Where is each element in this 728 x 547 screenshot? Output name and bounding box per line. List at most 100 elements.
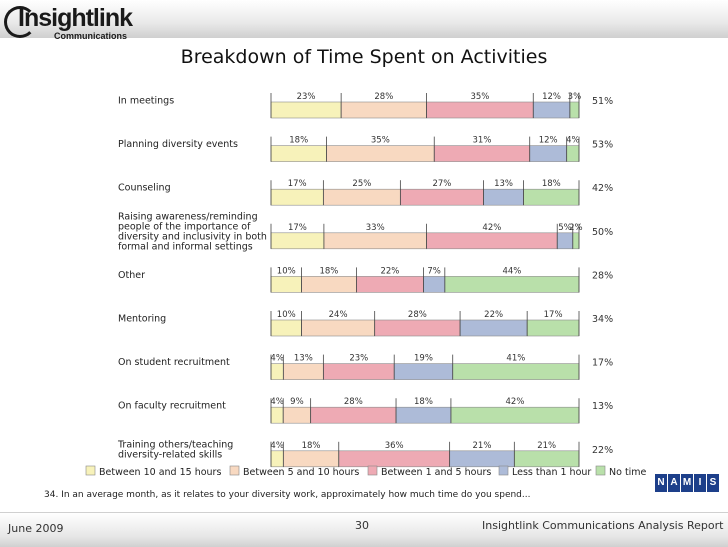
bar-segment xyxy=(283,363,324,380)
data-label: 31% xyxy=(473,136,492,146)
chart-title: Breakdown of Time Spent on Activities xyxy=(180,46,548,68)
data-label: 18% xyxy=(302,441,321,451)
bar-segment xyxy=(532,101,571,119)
no-time-total-label: 13% xyxy=(592,401,613,412)
bar-segment xyxy=(433,145,531,162)
data-label: 25% xyxy=(352,179,371,189)
bar-segment xyxy=(338,450,450,468)
data-label: 4% xyxy=(270,441,284,451)
legend-swatch xyxy=(229,465,240,476)
data-label: 41% xyxy=(506,354,525,364)
insightlink-logo: Insightlink Communications xyxy=(4,2,134,48)
no-time-total-label: 42% xyxy=(592,183,613,194)
data-label: 5% xyxy=(558,223,572,233)
data-label: 13% xyxy=(294,354,313,364)
legend-swatch xyxy=(498,465,509,476)
logo-sub: Communications xyxy=(54,31,128,41)
bar-segment xyxy=(526,319,580,337)
bar-segment xyxy=(393,363,454,380)
data-label: 4% xyxy=(270,397,284,407)
bar-segment xyxy=(270,101,342,119)
data-label: 10% xyxy=(277,266,296,276)
category-label: Training others/teaching xyxy=(117,439,233,450)
bar-segment xyxy=(444,276,580,293)
data-label: 17% xyxy=(288,223,307,233)
bar-segment xyxy=(483,188,524,206)
bar-segment xyxy=(283,450,340,468)
bar-segment xyxy=(270,276,302,293)
data-label: 18% xyxy=(319,266,338,276)
data-label: 2% xyxy=(569,223,583,233)
category-label: Mentoring xyxy=(118,314,166,325)
data-label: 19% xyxy=(414,354,433,364)
bar-segment xyxy=(282,406,311,424)
data-label: 35% xyxy=(371,136,390,146)
bar-segment xyxy=(395,406,452,424)
no-time-total-label: 22% xyxy=(592,445,613,456)
data-label: 23% xyxy=(349,354,368,364)
data-label: 42% xyxy=(482,223,501,233)
category-label: diversity-related skills xyxy=(118,449,222,460)
data-label: 28% xyxy=(344,397,363,407)
category-label: Counseling xyxy=(118,183,171,194)
bar-segment xyxy=(572,232,580,250)
bar-segment xyxy=(569,101,580,119)
bar-segment xyxy=(556,232,574,250)
data-label: 18% xyxy=(414,397,433,407)
legend-swatch xyxy=(595,465,606,476)
data-label: 3% xyxy=(568,92,582,102)
bar-segment xyxy=(400,188,484,206)
data-label: 28% xyxy=(408,310,427,320)
no-time-total-label: 34% xyxy=(592,314,613,325)
bar-segment xyxy=(374,319,461,337)
footer-report-name: Insightlink Communications Analysis Repo… xyxy=(482,519,724,532)
bar-segment xyxy=(452,363,580,380)
nami-letter: A xyxy=(668,474,680,492)
category-label: diversity and inclusivity in both xyxy=(118,231,267,242)
bar-segment xyxy=(323,232,427,250)
bar-segment xyxy=(566,145,580,162)
logo-word: Insightlink xyxy=(18,4,133,32)
data-label: 36% xyxy=(385,441,404,451)
bar-segment xyxy=(449,450,515,468)
bar-segment xyxy=(523,188,580,206)
nami-letter: M xyxy=(681,474,693,492)
data-label: 18% xyxy=(542,179,561,189)
bar-segment xyxy=(301,319,375,337)
bar-segment xyxy=(323,188,401,206)
bar-segment xyxy=(426,232,558,250)
data-label: 23% xyxy=(297,92,316,102)
category-label: Planning diversity events xyxy=(118,139,238,150)
data-label: 44% xyxy=(502,266,521,276)
logo-ring-icon xyxy=(4,6,36,38)
no-time-total-label: 53% xyxy=(592,140,613,151)
legend-label: Between 10 and 15 hours xyxy=(99,467,221,478)
footer-bar xyxy=(0,512,728,547)
data-label: 42% xyxy=(506,397,525,407)
bar-segment xyxy=(356,276,424,293)
data-label: 9% xyxy=(290,397,304,407)
legend-label: Between 5 and 10 hours xyxy=(243,467,359,478)
nami-letter: I xyxy=(694,474,706,492)
legend-swatch xyxy=(85,465,96,476)
category-label: formal and informal settings xyxy=(118,241,253,252)
no-time-total-label: 51% xyxy=(592,96,613,107)
no-time-total-label: 50% xyxy=(592,227,613,238)
data-label: 12% xyxy=(539,136,558,146)
data-label: 4% xyxy=(270,354,284,364)
nami-letter: N xyxy=(655,474,667,492)
category-label: Other xyxy=(118,270,145,281)
footer-page-number: 30 xyxy=(355,519,369,532)
bar-segment xyxy=(270,319,302,337)
bar-segment xyxy=(459,319,528,337)
category-label: On faculty recruitment xyxy=(118,401,226,412)
bar-segment xyxy=(301,276,357,293)
bar-segment xyxy=(323,363,395,380)
data-label: 21% xyxy=(473,441,492,451)
legend-label: No time xyxy=(609,467,647,478)
bar-segment xyxy=(450,406,580,424)
data-label: 22% xyxy=(484,310,503,320)
category-label: people of the importance of xyxy=(118,221,251,232)
data-label: 17% xyxy=(288,179,307,189)
data-label: 18% xyxy=(289,136,308,146)
